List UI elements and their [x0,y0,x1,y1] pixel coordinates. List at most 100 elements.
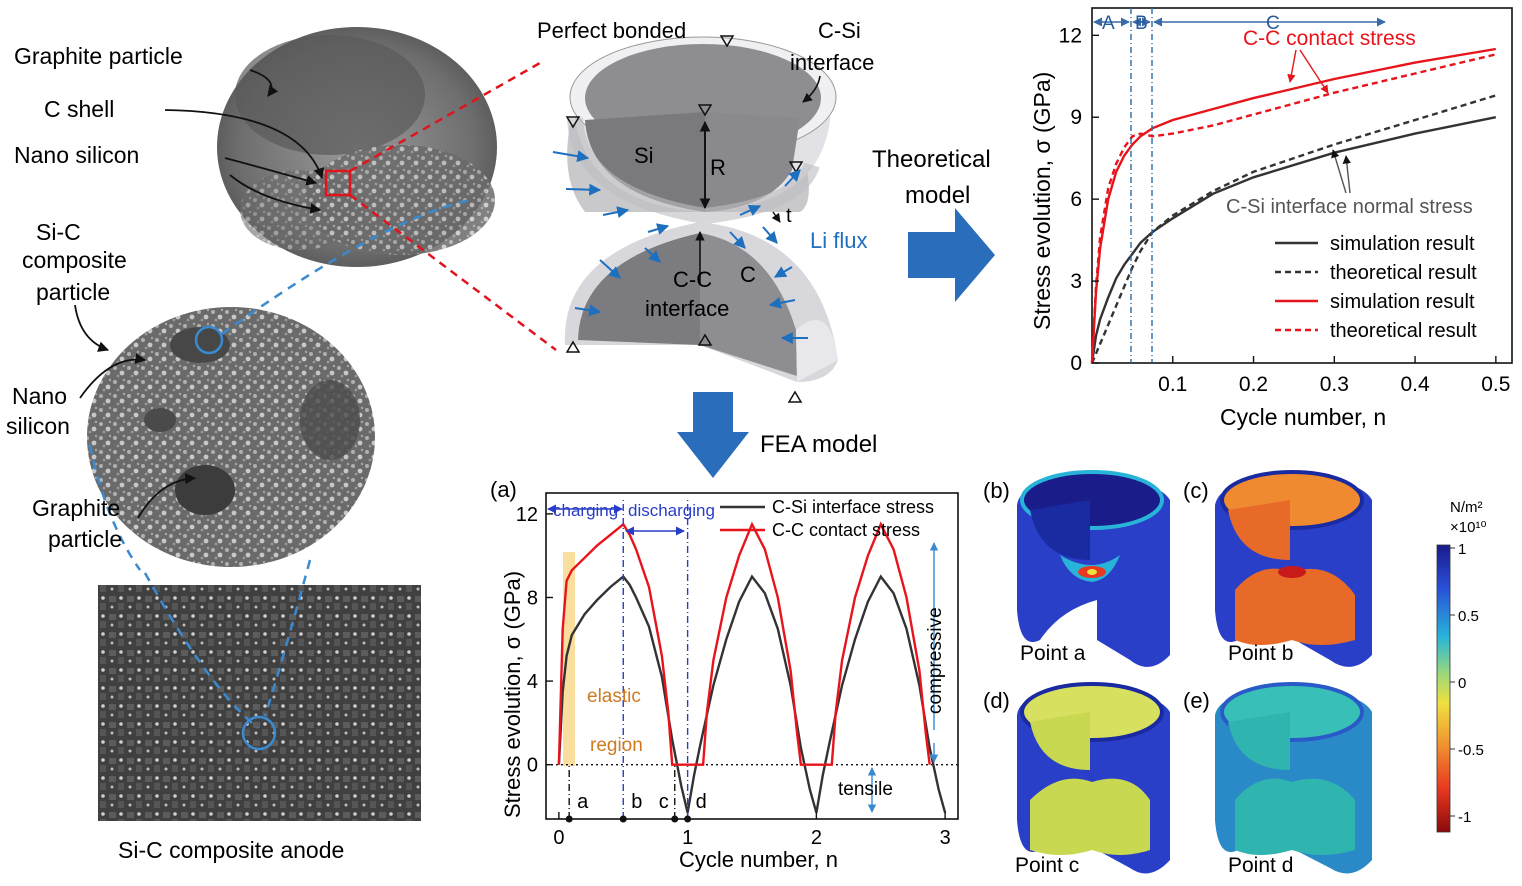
colorbar-tick: 0.5 [1458,608,1479,625]
fea-ylabel: Stress evolution, σ (GPa) [500,571,525,818]
contour-label-c: (c) [1183,478,1209,503]
elastic-region-band [563,552,575,766]
label-si: Si [634,143,654,168]
colorbar: N/m² ×10¹⁰ 1 0.5 0 -0.5 -1 [1436,499,1486,833]
arrow-to-fea [677,392,749,478]
fea-series-0 [557,574,947,814]
label-r: R [710,155,726,180]
contour-label-d: (d) [983,688,1010,713]
sem-anode-image [98,585,421,821]
theory-series-3 [1090,53,1497,364]
point-label-c: c [659,791,669,813]
label-nano-1: Nano [12,383,67,409]
contour-label-e: (e) [1183,688,1210,713]
fea-ytick: 4 [527,671,538,693]
label-theoretical-1: Theoretical [872,146,991,173]
point-marker-d [684,815,692,823]
point-marker-b [619,815,627,823]
label-nano-silicon: Nano silicon [14,142,139,168]
contour-d [1017,682,1170,874]
fea-ytick: 12 [516,504,538,526]
label-sic-3: particle [36,279,110,305]
contour-point-b: Point b [1228,642,1293,665]
li-flux-arrows [552,150,808,344]
annot-cc: C-C contact stress [1243,27,1416,50]
zoom-line-bottom [349,194,557,351]
label-compressive: compressive [925,607,946,714]
theory-ytick: 12 [1059,24,1082,47]
fea-ytick: 8 [527,587,538,609]
colorbar-tick: 1 [1458,541,1466,558]
label-t: t [786,205,792,227]
label-fea: FEA model [760,431,877,458]
boundary-triangles [565,35,804,403]
theory-ytick: 6 [1070,188,1082,211]
fea-panel-label: (a) [490,477,517,502]
theory-series-1 [1090,94,1497,364]
label-graphite-particle: Graphite particle [14,43,183,69]
label-perfect-bonded: Perfect bonded [537,18,686,43]
theory-ylabel: Stress evolution, σ (GPa) [1029,72,1055,330]
label-elastic-2: region [590,735,643,756]
theory-ytick: 3 [1070,270,1082,293]
label-anode: Si-C composite anode [118,837,344,863]
label-cc-1: C-C [673,267,712,292]
label-csi-2: interface [790,50,874,75]
theory-xtick: 0.5 [1481,373,1510,396]
label-csi-1: C-Si [818,18,861,43]
colorbar-tick: -1 [1458,809,1471,826]
colorbar-tick: 0 [1458,675,1466,692]
label-elastic-1: elastic [587,686,641,707]
contour-point-a: Point a [1020,642,1086,665]
zoom-line-top [349,61,541,173]
sem-top-particle [217,27,497,267]
contour-label-b: (b) [983,478,1010,503]
theory-series-0 [1090,116,1497,364]
contour-point-d: Point d [1228,854,1293,877]
fea-ytick: 0 [527,755,538,777]
theory-legend-label: theoretical result [1330,320,1477,342]
point-label-a: a [577,791,589,813]
theory-chart: 0.1 0.2 0.3 0.4 0.5 0 3 6 9 12 A B C C-C contact … [1029,7,1513,430]
label-graphite2-2: particle [48,526,122,552]
label-c-shell: C shell [44,96,114,122]
point-marker-a [565,815,573,823]
region-b: B [1135,13,1148,34]
theory-legend-label: theoretical result [1330,262,1477,284]
zoom-box [324,169,352,197]
theory-xtick: 0.1 [1158,373,1187,396]
point-label-b: b [631,791,642,813]
colorbar-scale: ×10¹⁰ [1450,519,1486,536]
label-charging: charging [553,501,618,520]
label-theoretical-2: model [905,182,970,209]
fea-series-1 [557,521,931,766]
fea-xtick: 0 [553,827,564,849]
fea-legend-label: C-C contact stress [772,520,920,540]
theory-legend-label: simulation result [1330,291,1475,313]
fea-chart-frame [545,492,959,820]
point-label-d: d [696,791,707,813]
theory-xtick: 0.2 [1239,373,1268,396]
theory-xtick: 0.4 [1400,373,1430,396]
contour-c [1215,470,1372,667]
label-discharging: discharging [628,501,715,520]
theory-series-2 [1090,47,1496,364]
label-c: C [740,262,756,287]
label-cc-2: interface [645,296,729,321]
fea-xlabel: Cycle number, n [679,847,838,872]
theory-legend-label: simulation result [1330,233,1475,255]
label-graphite2-1: Graphite [32,495,120,521]
contour-b [1017,470,1170,667]
label-tensile: tensile [838,779,893,800]
theory-ytick: 9 [1070,106,1082,129]
fea-xtick: 1 [682,827,693,849]
label-li-flux: Li flux [810,228,867,253]
colorbar-tick: -0.5 [1458,742,1484,759]
fea-xtick: 3 [940,827,951,849]
region-a: A [1102,13,1115,34]
colorbar-unit: N/m² [1450,499,1483,516]
contour-point-c: Point c [1015,854,1079,877]
colorbar-gradient [1436,544,1451,833]
